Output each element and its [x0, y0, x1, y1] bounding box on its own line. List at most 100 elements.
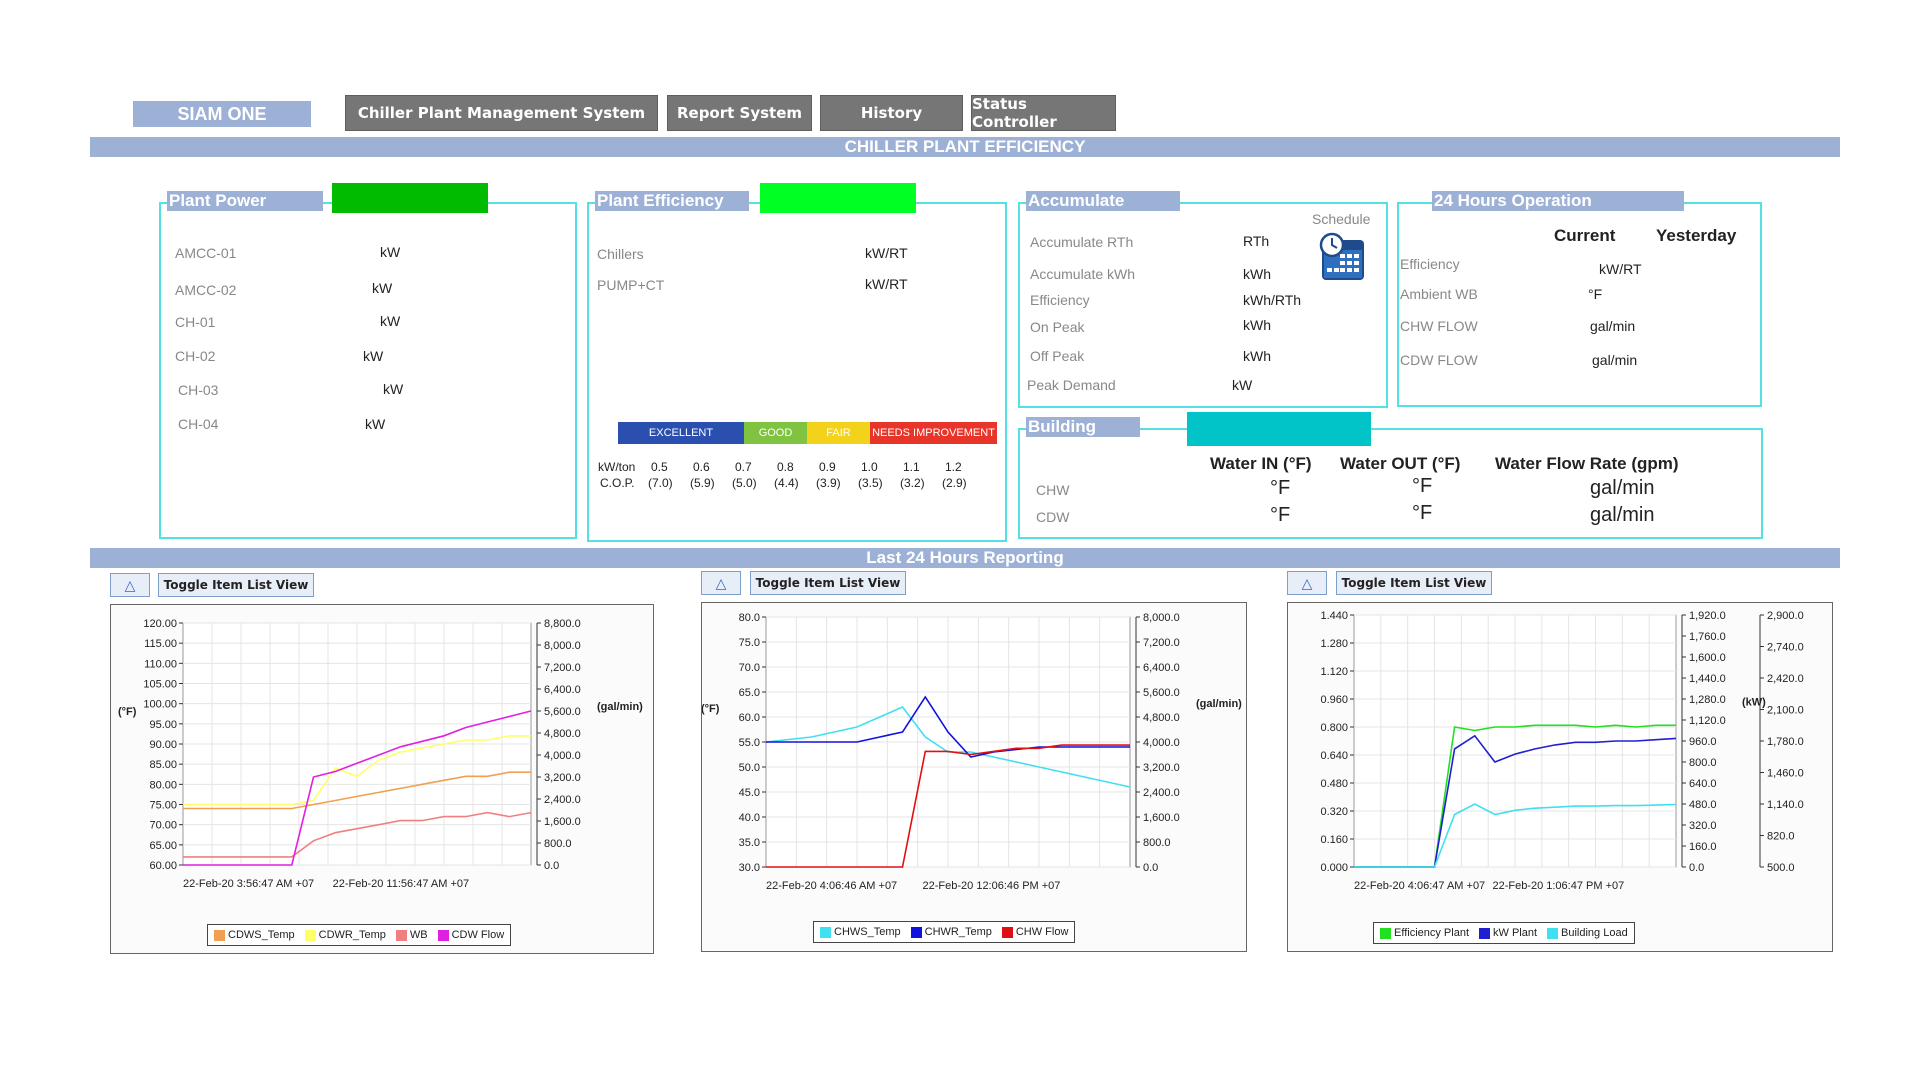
y-left-tick: 35.0	[739, 837, 760, 849]
y-left-tick: 90.00	[149, 739, 177, 751]
comparison-yesterday-header: Yesterday	[1656, 226, 1737, 245]
y-right-tick: 960.0	[1689, 736, 1717, 748]
collapse-chart-1-button[interactable]: △	[110, 573, 150, 597]
plant-power-label: AMCC-01	[175, 245, 237, 261]
series-line	[183, 771, 531, 810]
water-out-header: Water OUT (°F)	[1340, 454, 1461, 473]
y-left-tick: 95.00	[149, 719, 177, 731]
y-right-tick: 1,600.0	[1689, 652, 1726, 664]
plant-power-label: CH-03	[178, 382, 219, 398]
accumulate-label: Accumulate kWh	[1030, 266, 1136, 282]
y-left-tick: 75.00	[149, 800, 177, 812]
cop-tick: (2.9)	[942, 476, 967, 490]
efficiency-scale: EXCELLENT GOOD FAIR NEEDS IMPROVEMENT	[618, 422, 997, 444]
cop-tick: (3.2)	[900, 476, 925, 490]
y-right-tick: 1,440.0	[1689, 673, 1726, 685]
legend-item[interactable]: CHW Flow	[1001, 926, 1068, 938]
comparison-unit: °F	[1588, 286, 1603, 302]
x-tick: 22-Feb-20 12:06:46 PM +07	[923, 880, 1061, 892]
y-left-tick: 85.00	[149, 759, 177, 771]
y-left-tick: 110.00	[144, 658, 177, 670]
y-right-tick: 160.0	[1689, 841, 1717, 853]
legend-item[interactable]: CHWS_Temp	[820, 926, 901, 938]
history-button[interactable]: History	[820, 95, 963, 131]
accumulate-title: Accumulate	[1026, 191, 1180, 211]
cop-tick: (3.9)	[816, 476, 841, 490]
y-left-tick: 0.000	[1320, 862, 1348, 874]
y-left-tick: 75.0	[739, 637, 760, 649]
comparison-title: 24 Hours Operation Comparison	[1432, 191, 1684, 230]
y-right-tick: 3,200.0	[544, 772, 581, 784]
series-line	[1354, 803, 1677, 868]
x-tick: 22-Feb-20 4:06:46 AM +07	[766, 880, 897, 892]
toggle-item-list-view-button[interactable]: Toggle Item List View	[1336, 571, 1492, 595]
toggle-item-list-view-button[interactable]: Toggle Item List View	[158, 573, 314, 597]
report-system-button[interactable]: Report System	[667, 95, 812, 131]
y-right-tick: 800.0	[1689, 757, 1717, 769]
y-right2-tick: 2,740.0	[1767, 642, 1804, 654]
plant-efficiency-status-block	[760, 183, 916, 213]
legend-item[interactable]: CDW Flow	[437, 929, 504, 941]
cop-tick: (5.9)	[690, 476, 715, 490]
y-left-tick: 60.0	[739, 712, 760, 724]
cop-tick: (7.0)	[648, 476, 673, 490]
kwton-tick: 0.7	[735, 460, 752, 474]
y-left-tick: 1.440	[1320, 610, 1348, 622]
y-right-tick: 2,400.0	[544, 794, 581, 806]
series-line	[766, 695, 1130, 758]
accumulate-label: Accumulate RTh	[1030, 234, 1134, 250]
water-in-header: Water IN (°F)	[1210, 454, 1312, 473]
y-right-tick: 800.0	[1143, 837, 1171, 849]
plant-power-label: CH-04	[178, 416, 219, 432]
y-left-tick: 45.0	[739, 787, 760, 799]
chw-flow-unit: gal/min	[1590, 477, 1655, 499]
plant-power-unit: kW	[383, 381, 404, 397]
series-line	[183, 811, 532, 858]
kwton-tick: 1.2	[945, 460, 962, 474]
comparison-unit: kW/RT	[1599, 261, 1642, 277]
chart-2-legend: CHWS_Temp CHWR_Temp CHW Flow	[813, 921, 1076, 943]
y-right2-tick: 1,460.0	[1767, 768, 1804, 780]
legend-item[interactable]: CHWR_Temp	[910, 926, 992, 938]
plant-power-unit: kW	[365, 416, 386, 432]
chart-3-legend: Efficiency Plant kW Plant Building Load	[1373, 922, 1635, 944]
kwton-tick: 0.8	[777, 460, 794, 474]
collapse-chart-3-button[interactable]: △	[1287, 571, 1327, 595]
collapse-chart-2-button[interactable]: △	[701, 571, 741, 595]
y-right-tick: 4,000.0	[1143, 737, 1180, 749]
toggle-item-list-view-button[interactable]: Toggle Item List View	[750, 571, 906, 595]
building-load-panel	[1018, 428, 1763, 539]
accumulate-label: Efficiency	[1030, 292, 1090, 308]
legend-item[interactable]: kW Plant	[1479, 927, 1537, 939]
series-line	[766, 744, 1130, 868]
y-left-tick: 0.960	[1320, 694, 1348, 706]
legend-item[interactable]: CDWR_Temp	[304, 929, 386, 941]
legend-item[interactable]: CDWS_Temp	[214, 929, 295, 941]
y-right-tick: 1,280.0	[1689, 694, 1726, 706]
kwton-tick: 0.5	[651, 460, 668, 474]
legend-item[interactable]: WB	[395, 929, 428, 941]
series-line	[183, 710, 532, 866]
y-right-tick: 6,400.0	[1143, 662, 1180, 674]
y-left-tick: 120.00	[143, 618, 177, 630]
accumulate-unit: kWh	[1243, 317, 1271, 333]
y-right-tick: 7,200.0	[1143, 637, 1180, 649]
y-right-tick: 6,400.0	[544, 684, 581, 696]
cop-label: C.O.P.	[600, 476, 635, 490]
cdw-out-unit: °F	[1412, 502, 1433, 524]
legend-item[interactable]: Efficiency Plant	[1380, 927, 1469, 939]
y-left-tick: 100.00	[143, 699, 177, 711]
y-left-tick: 80.00	[149, 779, 177, 791]
plant-efficiency-unit: kW/RT	[865, 245, 908, 261]
x-tick: 22-Feb-20 3:56:47 AM +07	[183, 878, 314, 890]
y-left-tick: 1.280	[1320, 638, 1348, 650]
legend-item[interactable]: Building Load	[1547, 927, 1628, 939]
comparison-current-header: Current	[1554, 226, 1616, 245]
status-controller-button[interactable]: Status Controller	[971, 95, 1116, 131]
chiller-plant-management-button[interactable]: Chiller Plant Management System	[345, 95, 658, 131]
y-left-label: (°F)	[118, 706, 137, 718]
y-left-tick: 50.0	[739, 762, 760, 774]
schedule-calendar-icon[interactable]	[1318, 232, 1368, 284]
y-right-tick: 0.0	[544, 860, 559, 872]
kwton-tick: 0.9	[819, 460, 836, 474]
